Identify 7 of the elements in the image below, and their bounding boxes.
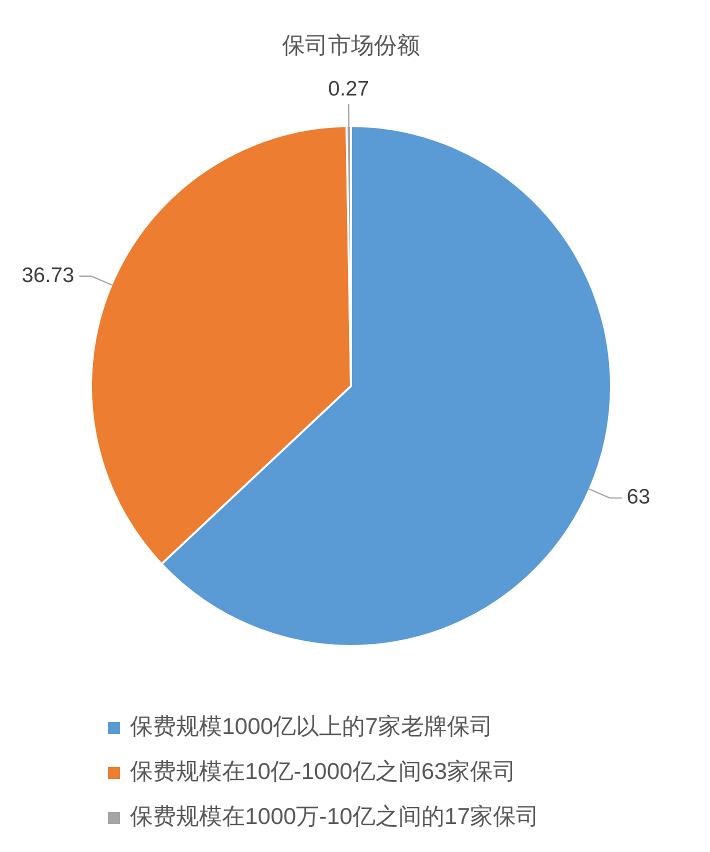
legend-label: 保费规模在10亿-1000亿之间63家保司 bbox=[130, 758, 516, 784]
data-label: 0.27 bbox=[328, 78, 370, 101]
legend-label: 保费规模在1000万-10亿之间的17家保司 bbox=[130, 803, 539, 830]
data-label: 63 bbox=[626, 486, 650, 509]
legend-label: 保费规模1000亿以上的7家老牌保司 bbox=[130, 713, 493, 740]
data-label: 36.73 bbox=[22, 264, 74, 287]
chart-title: 保司市场份额 bbox=[282, 32, 420, 58]
